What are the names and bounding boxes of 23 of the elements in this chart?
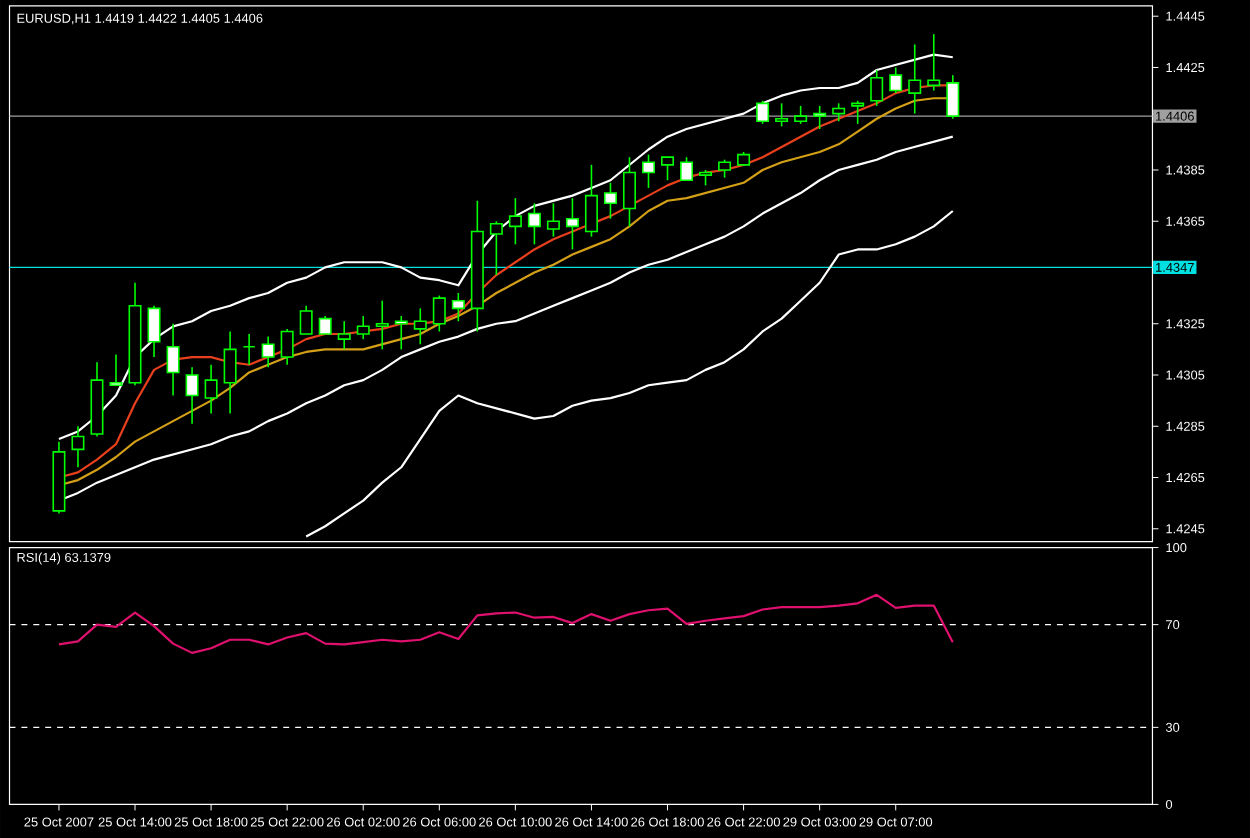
candlestick <box>927 33 941 92</box>
candlestick <box>147 304 161 358</box>
candlestick <box>223 330 237 415</box>
candlestick <box>565 197 579 251</box>
candlestick <box>90 361 104 438</box>
candlestick <box>908 43 922 115</box>
candlestick <box>128 281 142 386</box>
candlestick <box>280 327 294 366</box>
candlestick <box>356 315 370 340</box>
candlestick <box>71 425 85 468</box>
candlestick <box>470 199 484 333</box>
candlestick <box>242 333 256 366</box>
candlestick <box>375 299 389 351</box>
candlestick <box>413 307 427 345</box>
candlestick <box>166 322 180 397</box>
candlestick <box>337 320 351 351</box>
candlestick <box>204 363 218 415</box>
candlestick <box>394 315 408 351</box>
candlestick <box>889 66 903 94</box>
candlestick <box>946 74 960 120</box>
candlestick <box>185 366 199 425</box>
candlestick <box>261 335 275 368</box>
candlestick <box>870 69 884 107</box>
